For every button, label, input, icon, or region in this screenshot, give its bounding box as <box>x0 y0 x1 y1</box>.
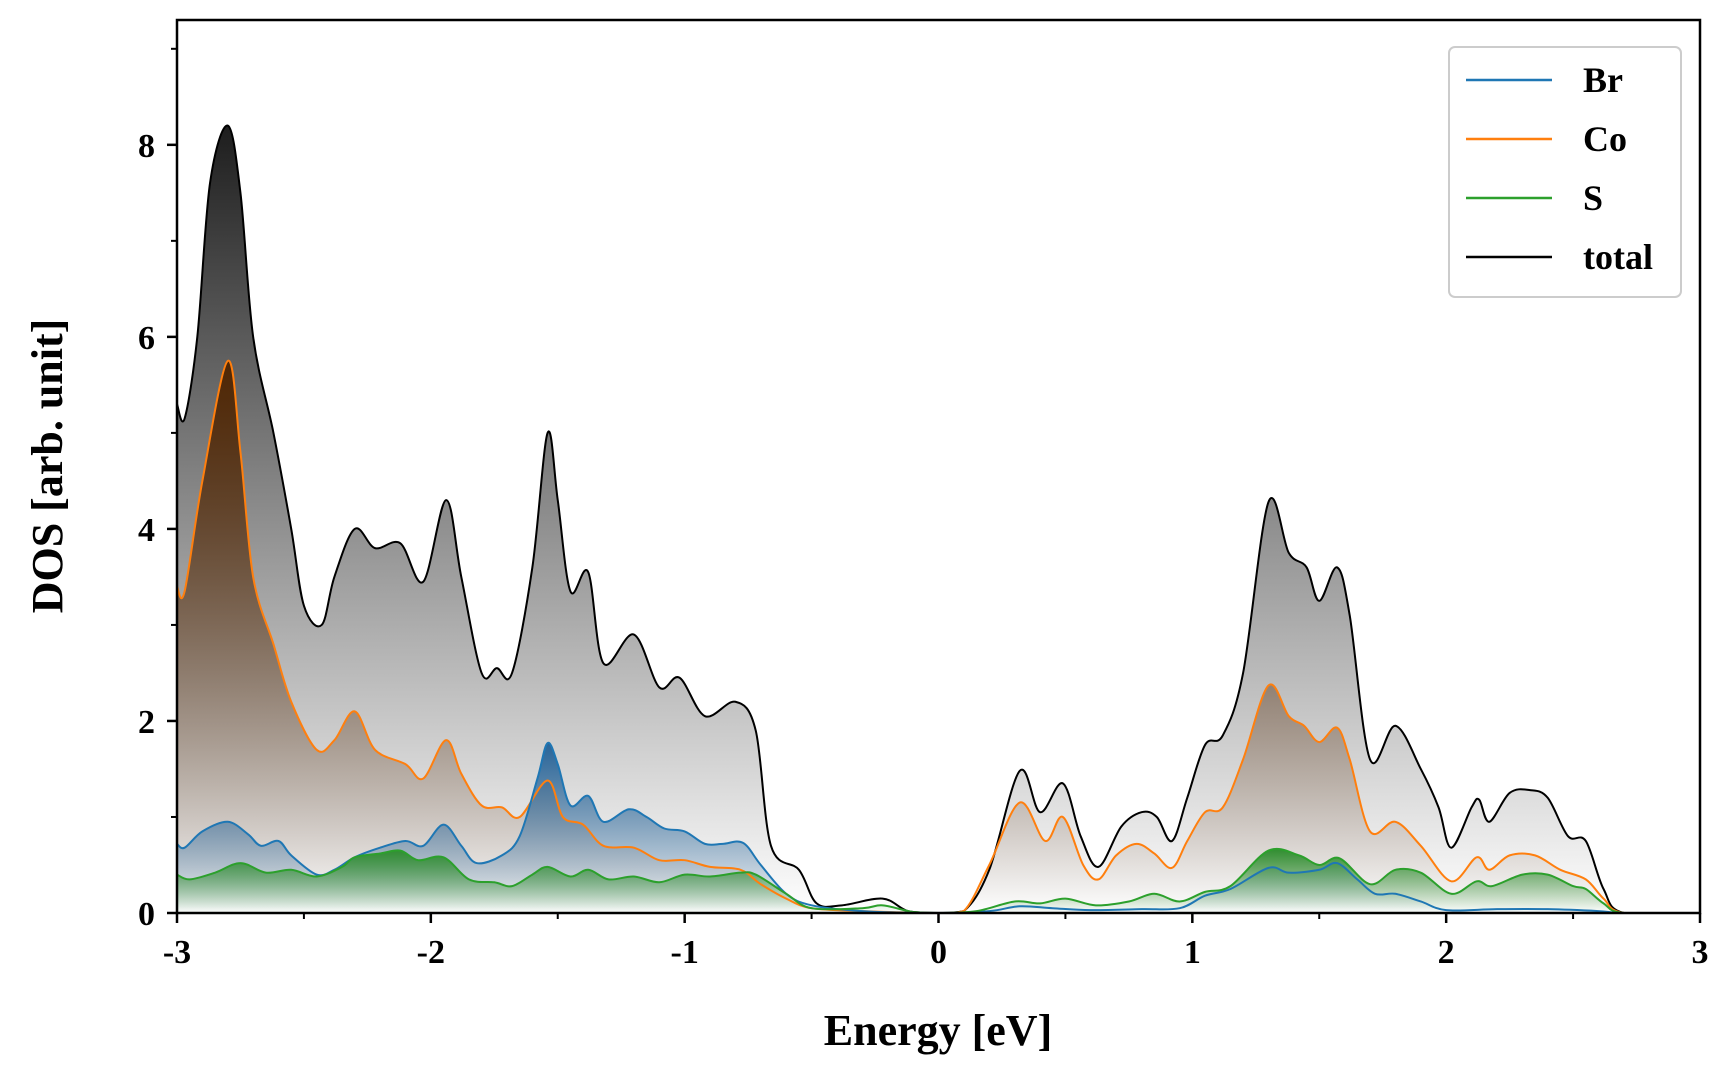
area-co <box>177 360 1700 913</box>
area-total <box>177 125 1700 913</box>
x-tick-label: 2 <box>1438 934 1455 971</box>
x-tick-label: 1 <box>1184 934 1201 971</box>
y-tick-label: 6 <box>138 320 155 357</box>
legend-label-co: Co <box>1583 119 1627 159</box>
y-tick-label: 2 <box>138 704 155 741</box>
y-tick-label: 8 <box>138 128 155 165</box>
x-tick-label: -3 <box>163 934 191 971</box>
legend-label-br: Br <box>1583 60 1623 100</box>
x-tick-label: 0 <box>930 934 947 971</box>
legend-label-s: S <box>1583 178 1603 218</box>
y-tick-label: 0 <box>138 896 155 933</box>
y-axis-label: DOS [arb. unit] <box>23 319 72 614</box>
x-tick-label: -2 <box>417 934 445 971</box>
legend-label-total: total <box>1583 237 1653 277</box>
x-tick-label: -1 <box>671 934 699 971</box>
x-tick-label: 3 <box>1692 934 1709 971</box>
x-axis: -3 -2 -1 0 1 2 3 <box>163 913 1709 971</box>
line-s <box>177 847 1700 913</box>
area-s <box>177 848 1700 913</box>
legend-box <box>1448 46 1682 298</box>
x-axis-label: Energy [eV] <box>824 1006 1053 1055</box>
y-axis: 0 2 4 6 8 <box>138 47 177 933</box>
y-tick-label: 4 <box>138 512 155 549</box>
line-total <box>177 124 1700 913</box>
